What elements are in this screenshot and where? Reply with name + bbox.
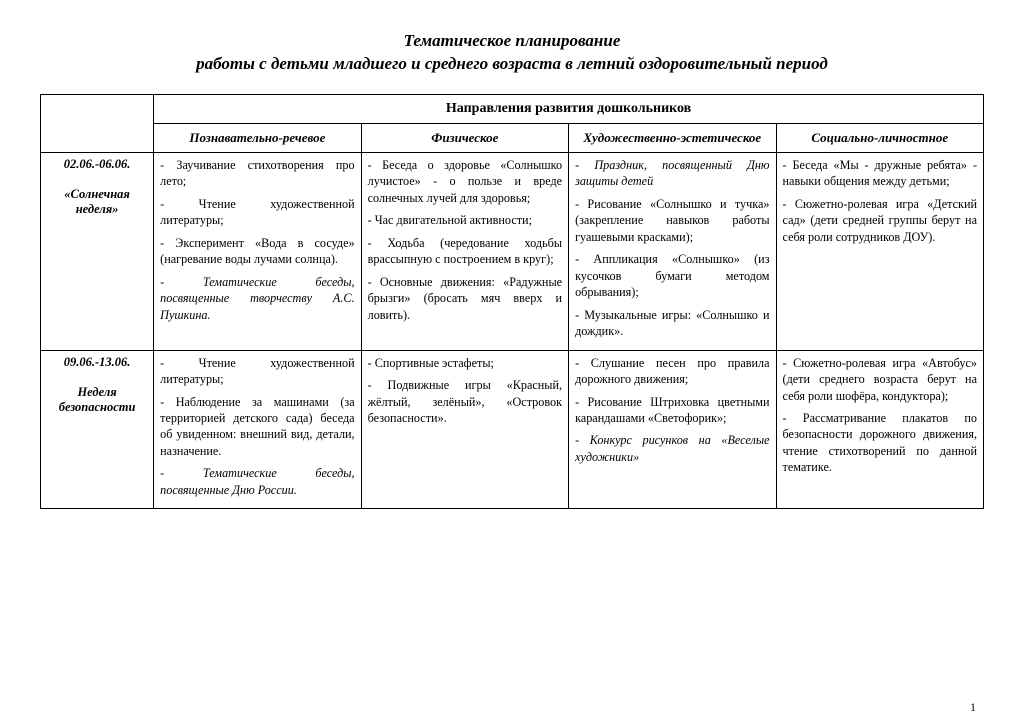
planning-table: Направления развития дошкольников Познав… [40,94,984,509]
cell-physical: - Беседа о здоровье «Солнышко лучистое» … [361,152,568,350]
cell-artistic: - Праздник, посвященный Дню защиты детей… [569,152,776,350]
col-head-cognitive: Познавательно-речевое [154,123,361,152]
list-item: - Чтение художественной литературы; [160,355,354,388]
list-item: - Рисование Штриховка цветными карандаша… [575,394,769,427]
cell-physical: - Спортивные эстафеты; - Подвижные игры … [361,350,568,509]
list-item: - Рассматривание плакатов по безопасност… [783,410,977,476]
list-item: - Музыкальные игры: «Солнышко и дождик». [575,307,769,340]
list-item: - Эксперимент «Вода в сосуде» (нагревани… [160,235,354,268]
list-item: - Слушание песен про правила дорожного д… [575,355,769,388]
section-header: Направления развития дошкольников [154,94,984,123]
cell-social: - Сюжетно-ролевая игра «Автобус» (дети с… [776,350,983,509]
list-item: - Сюжетно-ролевая игра «Автобус» (дети с… [783,355,977,404]
list-item: - Праздник, посвященный Дню защиты детей [575,157,769,190]
week-date: 02.06.-06.06. [64,157,131,171]
col-head-physical: Физическое [361,123,568,152]
cell-artistic: - Слушание песен про правила дорожного д… [569,350,776,509]
list-item: - Чтение художественной литературы; [160,196,354,229]
list-item: - Беседа «Мы - дружные ребята» - навыки … [783,157,977,190]
week-date: 09.06.-13.06. [64,355,131,369]
blank-corner-cell [41,94,154,152]
week-cell: 09.06.-13.06. Неделя безопасности [41,350,154,509]
cell-cognitive: - Чтение художественной литературы; - На… [154,350,361,509]
week-name: Неделя безопасности [59,385,136,414]
list-item: - Основные движения: «Радужные брызги» (… [368,274,562,323]
list-item: - Тематические беседы, посвященные Дню Р… [160,465,354,498]
list-item: - Беседа о здоровье «Солнышко лучистое» … [368,157,562,206]
title-line-2: работы с детьми младшего и среднего возр… [196,54,828,73]
list-item: - Спортивные эстафеты; [368,355,562,371]
cell-cognitive: - Заучивание стихотворения про лето; - Ч… [154,152,361,350]
week-cell: 02.06.-06.06. «Солнечная неделя» [41,152,154,350]
document-title: Тематическое планирование работы с детьм… [40,30,984,76]
list-item: - Наблюдение за машинами (за территорией… [160,394,354,460]
week-name: «Солнечная неделя» [64,187,130,216]
list-item: - Подвижные игры «Красный, жёлтый, зелён… [368,377,562,426]
section-header-row: Направления развития дошкольников [41,94,984,123]
list-item: - Час двигательной активности; [368,212,562,228]
list-item: - Ходьба (чередование ходьбы врассыпную … [368,235,562,268]
page-number: 1 [970,700,976,715]
col-head-artistic: Художественно-эстетическое [569,123,776,152]
list-item: - Заучивание стихотворения про лето; [160,157,354,190]
table-row: 09.06.-13.06. Неделя безопасности - Чтен… [41,350,984,509]
column-header-row: Познавательно-речевое Физическое Художес… [41,123,984,152]
list-item: - Сюжетно-ролевая игра «Детский сад» (де… [783,196,977,245]
title-line-1: Тематическое планирование [404,31,621,50]
list-item: - Тематические беседы, посвященные творч… [160,274,354,323]
list-item: - Аппликация «Солнышко» (из кусочков бум… [575,251,769,300]
list-item: - Рисование «Солнышко и тучка» (закрепле… [575,196,769,245]
cell-social: - Беседа «Мы - дружные ребята» - навыки … [776,152,983,350]
col-head-social: Социально-личностное [776,123,983,152]
table-row: 02.06.-06.06. «Солнечная неделя» - Заучи… [41,152,984,350]
list-item: - Конкурс рисунков на «Веселые художники… [575,432,769,465]
